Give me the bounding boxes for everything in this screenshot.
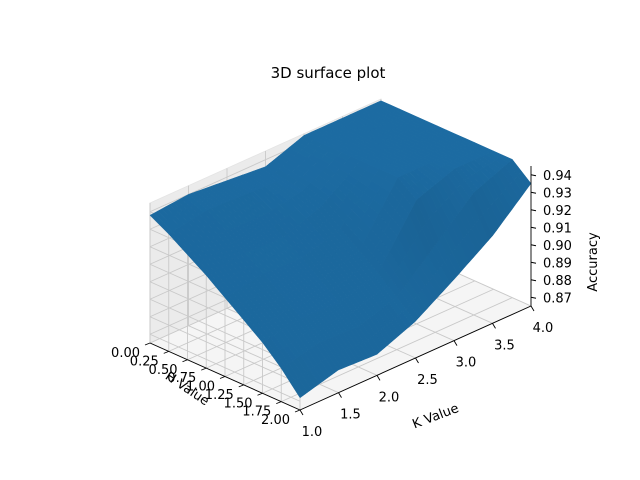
h-tick-mark bbox=[276, 401, 282, 405]
h-tick-label: 0.00 bbox=[111, 346, 140, 361]
h-tick-label: 2.00 bbox=[261, 413, 290, 428]
surface-mesh bbox=[149, 100, 532, 399]
h-tick-mark bbox=[219, 376, 226, 379]
k-tick-mark bbox=[376, 375, 381, 381]
grid-line bbox=[149, 333, 301, 402]
k-axis-ticks: 1.0 1.5 2.0 2.5 3.0 3.5 4.0 bbox=[299, 305, 554, 440]
k-tick-label: 2.0 bbox=[379, 390, 400, 405]
h-tick-label: 0.50 bbox=[149, 363, 178, 378]
k-tick-mark bbox=[530, 305, 535, 312]
k-axis-label: K Value bbox=[410, 401, 461, 432]
k-tick-label: 3.0 bbox=[456, 356, 477, 371]
h-tick-label: 1.25 bbox=[205, 388, 234, 403]
h-tick-mark bbox=[163, 350, 169, 354]
accuracy-axis-ticks: 0.87 0.88 0.89 0.90 0.91 0.92 0.93 0.94 bbox=[530, 169, 572, 306]
accuracy-tick-label: 0.94 bbox=[543, 169, 572, 184]
h-tick-mark bbox=[238, 384, 244, 388]
accuracy-tick-label: 0.90 bbox=[543, 239, 572, 254]
accuracy-tick-label: 0.92 bbox=[543, 204, 572, 219]
accuracy-axis-label: Accuracy bbox=[586, 232, 601, 292]
h-tick-mark bbox=[144, 342, 151, 346]
k-tick-mark bbox=[299, 409, 304, 416]
k-tick-label: 2.5 bbox=[417, 373, 438, 388]
h-tick-mark bbox=[257, 392, 263, 396]
accuracy-tick-mark bbox=[530, 174, 537, 177]
grid-line bbox=[281, 297, 513, 403]
h-tick-label: 1.00 bbox=[186, 380, 215, 395]
accuracy-tick-mark bbox=[530, 261, 537, 264]
k-tick-label: 3.5 bbox=[494, 338, 515, 353]
k-tick-label: 1.0 bbox=[302, 425, 323, 440]
surface-patch bbox=[376, 100, 392, 107]
grid-line bbox=[149, 316, 301, 385]
h-tick-label: 1.75 bbox=[242, 405, 271, 420]
h-tick-mark bbox=[294, 409, 301, 413]
k-tick-mark bbox=[453, 340, 458, 346]
accuracy-tick-label: 0.87 bbox=[543, 291, 572, 306]
accuracy-tick-label: 0.93 bbox=[543, 186, 572, 201]
accuracy-tick-label: 0.89 bbox=[543, 256, 572, 271]
k-tick-mark bbox=[338, 392, 342, 398]
k-tick-label: 4.0 bbox=[533, 321, 554, 336]
accuracy-tick-label: 0.91 bbox=[543, 221, 572, 236]
accuracy-tick-mark bbox=[530, 191, 537, 194]
h-tick-mark bbox=[201, 367, 207, 371]
accuracy-tick-mark bbox=[530, 244, 537, 247]
h-tick-label: 0.25 bbox=[130, 354, 159, 369]
chart-title: 3D surface plot bbox=[271, 64, 386, 82]
accuracy-tick-mark bbox=[530, 296, 537, 299]
k-tick-mark bbox=[492, 323, 496, 329]
accuracy-tick-mark bbox=[530, 279, 537, 282]
h-axis-ticks: 0.000.250.500.751.001.251.501.752.00 bbox=[111, 342, 301, 428]
accuracy-tick-mark bbox=[530, 209, 537, 212]
accuracy-tick-label: 0.88 bbox=[543, 274, 572, 289]
h-tick-mark bbox=[182, 359, 188, 363]
h-tick-label: 1.50 bbox=[224, 396, 253, 411]
accuracy-tick-mark bbox=[530, 226, 537, 229]
k-tick-mark bbox=[415, 357, 419, 364]
h-tick-label: 0.75 bbox=[167, 371, 196, 386]
k-tick-label: 1.5 bbox=[340, 408, 361, 423]
